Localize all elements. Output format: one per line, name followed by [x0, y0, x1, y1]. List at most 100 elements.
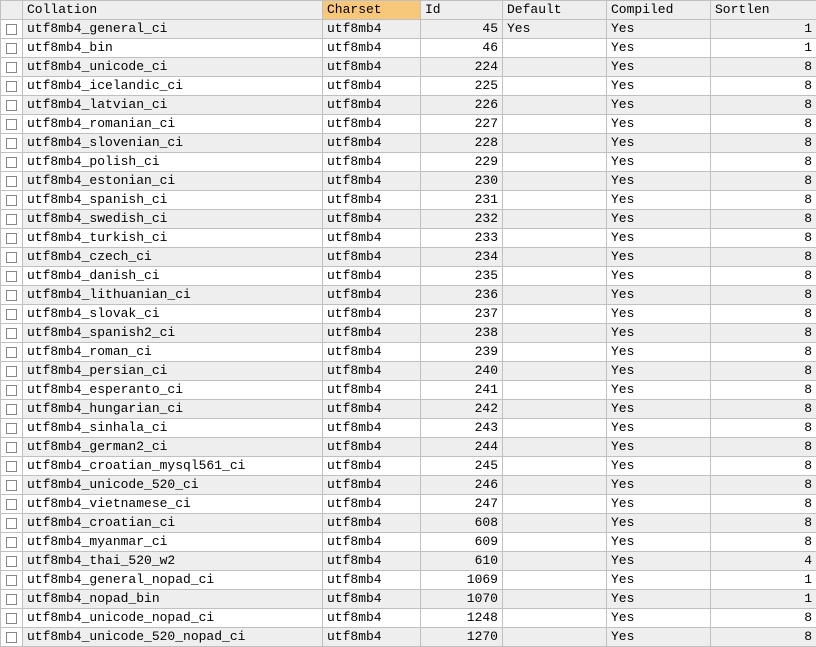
table-row[interactable]: utf8mb4_binutf8mb446Yes1 [1, 39, 816, 58]
row-checkbox-cell[interactable] [1, 248, 23, 267]
checkbox-icon[interactable] [6, 632, 17, 643]
row-checkbox-cell[interactable] [1, 514, 23, 533]
table-row[interactable]: utf8mb4_unicode_520_ciutf8mb4246Yes8 [1, 476, 816, 495]
row-checkbox-cell[interactable] [1, 58, 23, 77]
checkbox-icon[interactable] [6, 366, 17, 377]
table-row[interactable]: utf8mb4_esperanto_ciutf8mb4241Yes8 [1, 381, 816, 400]
table-row[interactable]: utf8mb4_danish_ciutf8mb4235Yes8 [1, 267, 816, 286]
table-row[interactable]: utf8mb4_sinhala_ciutf8mb4243Yes8 [1, 419, 816, 438]
table-row[interactable]: utf8mb4_slovak_ciutf8mb4237Yes8 [1, 305, 816, 324]
row-checkbox-cell[interactable] [1, 115, 23, 134]
checkbox-icon[interactable] [6, 328, 17, 339]
row-checkbox-cell[interactable] [1, 628, 23, 647]
table-row[interactable]: utf8mb4_croatian_mysql561_ciutf8mb4245Ye… [1, 457, 816, 476]
table-row[interactable]: utf8mb4_lithuanian_ciutf8mb4236Yes8 [1, 286, 816, 305]
row-checkbox-cell[interactable] [1, 400, 23, 419]
checkbox-icon[interactable] [6, 62, 17, 73]
table-row[interactable]: utf8mb4_romanian_ciutf8mb4227Yes8 [1, 115, 816, 134]
checkbox-icon[interactable] [6, 556, 17, 567]
checkbox-icon[interactable] [6, 594, 17, 605]
row-checkbox-cell[interactable] [1, 77, 23, 96]
table-row[interactable]: utf8mb4_vietnamese_ciutf8mb4247Yes8 [1, 495, 816, 514]
row-checkbox-cell[interactable] [1, 39, 23, 58]
table-row[interactable]: utf8mb4_spanish_ciutf8mb4231Yes8 [1, 191, 816, 210]
checkbox-icon[interactable] [6, 233, 17, 244]
row-checkbox-cell[interactable] [1, 495, 23, 514]
row-checkbox-cell[interactable] [1, 324, 23, 343]
table-row[interactable]: utf8mb4_latvian_ciutf8mb4226Yes8 [1, 96, 816, 115]
table-row[interactable]: utf8mb4_nopad_binutf8mb41070Yes1 [1, 590, 816, 609]
checkbox-icon[interactable] [6, 119, 17, 130]
row-checkbox-cell[interactable] [1, 305, 23, 324]
table-row[interactable]: utf8mb4_myanmar_ciutf8mb4609Yes8 [1, 533, 816, 552]
table-row[interactable]: utf8mb4_hungarian_ciutf8mb4242Yes8 [1, 400, 816, 419]
header-compiled[interactable]: Compiled [607, 1, 711, 20]
checkbox-icon[interactable] [6, 442, 17, 453]
checkbox-icon[interactable] [6, 385, 17, 396]
checkbox-icon[interactable] [6, 138, 17, 149]
row-checkbox-cell[interactable] [1, 362, 23, 381]
checkbox-icon[interactable] [6, 195, 17, 206]
row-checkbox-cell[interactable] [1, 533, 23, 552]
checkbox-icon[interactable] [6, 613, 17, 624]
checkbox-icon[interactable] [6, 518, 17, 529]
table-row[interactable]: utf8mb4_slovenian_ciutf8mb4228Yes8 [1, 134, 816, 153]
header-sortlen[interactable]: Sortlen [711, 1, 816, 20]
row-checkbox-cell[interactable] [1, 172, 23, 191]
table-row[interactable]: utf8mb4_unicode_nopad_ciutf8mb41248Yes8 [1, 609, 816, 628]
table-row[interactable]: utf8mb4_thai_520_w2utf8mb4610Yes4 [1, 552, 816, 571]
row-checkbox-cell[interactable] [1, 96, 23, 115]
header-charset[interactable]: Charset [323, 1, 421, 20]
row-checkbox-cell[interactable] [1, 609, 23, 628]
table-row[interactable]: utf8mb4_spanish2_ciutf8mb4238Yes8 [1, 324, 816, 343]
row-checkbox-cell[interactable] [1, 20, 23, 39]
checkbox-icon[interactable] [6, 290, 17, 301]
row-checkbox-cell[interactable] [1, 267, 23, 286]
checkbox-icon[interactable] [6, 537, 17, 548]
checkbox-icon[interactable] [6, 252, 17, 263]
row-checkbox-cell[interactable] [1, 229, 23, 248]
checkbox-icon[interactable] [6, 176, 17, 187]
row-checkbox-cell[interactable] [1, 286, 23, 305]
row-checkbox-cell[interactable] [1, 153, 23, 172]
table-row[interactable]: utf8mb4_czech_ciutf8mb4234Yes8 [1, 248, 816, 267]
row-checkbox-cell[interactable] [1, 343, 23, 362]
checkbox-icon[interactable] [6, 214, 17, 225]
checkbox-icon[interactable] [6, 157, 17, 168]
row-checkbox-cell[interactable] [1, 134, 23, 153]
table-row[interactable]: utf8mb4_german2_ciutf8mb4244Yes8 [1, 438, 816, 457]
row-checkbox-cell[interactable] [1, 457, 23, 476]
table-row[interactable]: utf8mb4_persian_ciutf8mb4240Yes8 [1, 362, 816, 381]
checkbox-icon[interactable] [6, 480, 17, 491]
checkbox-icon[interactable] [6, 575, 17, 586]
table-row[interactable]: utf8mb4_turkish_ciutf8mb4233Yes8 [1, 229, 816, 248]
row-checkbox-cell[interactable] [1, 381, 23, 400]
checkbox-icon[interactable] [6, 100, 17, 111]
table-row[interactable]: utf8mb4_swedish_ciutf8mb4232Yes8 [1, 210, 816, 229]
checkbox-icon[interactable] [6, 81, 17, 92]
table-row[interactable]: utf8mb4_estonian_ciutf8mb4230Yes8 [1, 172, 816, 191]
row-checkbox-cell[interactable] [1, 419, 23, 438]
table-row[interactable]: utf8mb4_unicode_520_nopad_ciutf8mb41270Y… [1, 628, 816, 647]
checkbox-icon[interactable] [6, 309, 17, 320]
table-row[interactable]: utf8mb4_unicode_ciutf8mb4224Yes8 [1, 58, 816, 77]
row-checkbox-cell[interactable] [1, 476, 23, 495]
checkbox-icon[interactable] [6, 24, 17, 35]
row-checkbox-cell[interactable] [1, 552, 23, 571]
header-default[interactable]: Default [503, 1, 607, 20]
checkbox-icon[interactable] [6, 404, 17, 415]
header-collation[interactable]: Collation [23, 1, 323, 20]
table-row[interactable]: utf8mb4_croatian_ciutf8mb4608Yes8 [1, 514, 816, 533]
checkbox-icon[interactable] [6, 271, 17, 282]
table-row[interactable]: utf8mb4_general_ciutf8mb445YesYes1 [1, 20, 816, 39]
table-row[interactable]: utf8mb4_polish_ciutf8mb4229Yes8 [1, 153, 816, 172]
checkbox-icon[interactable] [6, 43, 17, 54]
row-checkbox-cell[interactable] [1, 571, 23, 590]
checkbox-icon[interactable] [6, 499, 17, 510]
checkbox-icon[interactable] [6, 461, 17, 472]
row-checkbox-cell[interactable] [1, 590, 23, 609]
table-row[interactable]: utf8mb4_general_nopad_ciutf8mb41069Yes1 [1, 571, 816, 590]
checkbox-icon[interactable] [6, 347, 17, 358]
checkbox-icon[interactable] [6, 423, 17, 434]
table-row[interactable]: utf8mb4_icelandic_ciutf8mb4225Yes8 [1, 77, 816, 96]
